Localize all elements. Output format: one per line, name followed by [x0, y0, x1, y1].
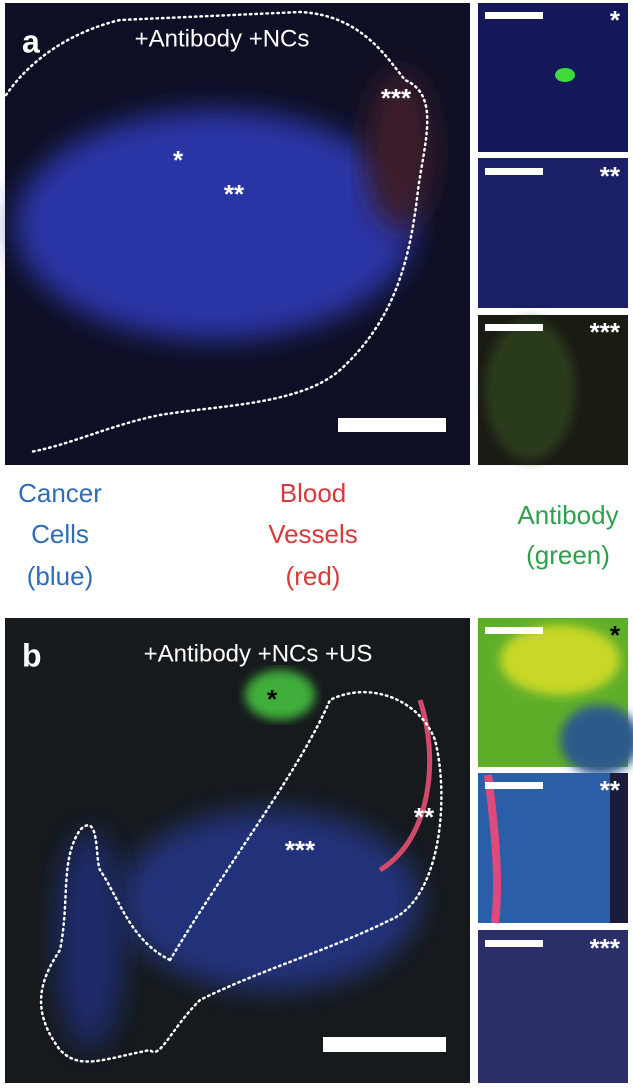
- inset-marker: **: [600, 161, 621, 191]
- legend-text: Vessels: [268, 519, 358, 549]
- region-marker: **: [414, 802, 435, 832]
- panel-title: +Antibody +NCs: [135, 25, 310, 52]
- panel-label: a: [22, 23, 40, 59]
- tumor-outline: [39, 690, 443, 1063]
- tumor-region: [15, 110, 415, 340]
- region-marker: ***: [381, 83, 412, 113]
- inset-marker: *: [610, 620, 621, 650]
- region-marker: *: [173, 145, 184, 175]
- antibody-spot: [555, 68, 575, 82]
- inset-marker: **: [600, 775, 621, 805]
- panel-title: +Antibody +NCs +US: [144, 640, 373, 667]
- panel-label: b: [22, 637, 42, 673]
- legend-text: (green): [526, 540, 610, 570]
- legend-text: (blue): [27, 561, 93, 591]
- legend: Cancer Cells (blue) Blood Vessels (red) …: [18, 478, 619, 591]
- panel-b-insets: * ** ***: [478, 618, 633, 1083]
- legend-text: Blood: [280, 478, 347, 508]
- scale-bar: [485, 940, 543, 947]
- legend-text: Antibody: [517, 500, 618, 530]
- tumor-region: [560, 705, 633, 775]
- antibody-region: [245, 670, 315, 720]
- inset: [478, 773, 628, 923]
- vessel-region: [485, 320, 575, 460]
- inset: [478, 158, 628, 308]
- scale-bar: [485, 782, 543, 789]
- scale-bar: [485, 12, 543, 19]
- tumor-outline: [4, 10, 429, 454]
- background: [610, 773, 628, 923]
- scale-bar: [338, 418, 446, 432]
- inset: [478, 3, 628, 152]
- scale-bar: [485, 324, 543, 331]
- region-marker: **: [224, 179, 245, 209]
- tumor-region: [55, 830, 125, 1050]
- antibody-region: [500, 625, 620, 695]
- scale-bar: [485, 168, 543, 175]
- scale-bar: [323, 1037, 446, 1052]
- inset-marker: ***: [590, 317, 621, 347]
- blood-vessel: [484, 774, 502, 924]
- panel-a-insets: * ** ***: [478, 3, 628, 465]
- vessel-region: [365, 70, 435, 230]
- inset-marker: *: [610, 5, 621, 35]
- tumor-region: [120, 810, 420, 990]
- region-marker: *: [267, 684, 278, 714]
- inset: [478, 930, 628, 1083]
- legend-text: Cancer: [18, 478, 102, 508]
- region-marker: ***: [285, 835, 316, 865]
- scale-bar: [485, 627, 543, 634]
- legend-text: (red): [286, 561, 341, 591]
- legend-text: Cells: [31, 519, 89, 549]
- inset-marker: ***: [590, 933, 621, 963]
- panel-b: b +Antibody +NCs +US * ** ***: [5, 618, 470, 1083]
- panel-a: a +Antibody +NCs * ** ***: [4, 3, 470, 465]
